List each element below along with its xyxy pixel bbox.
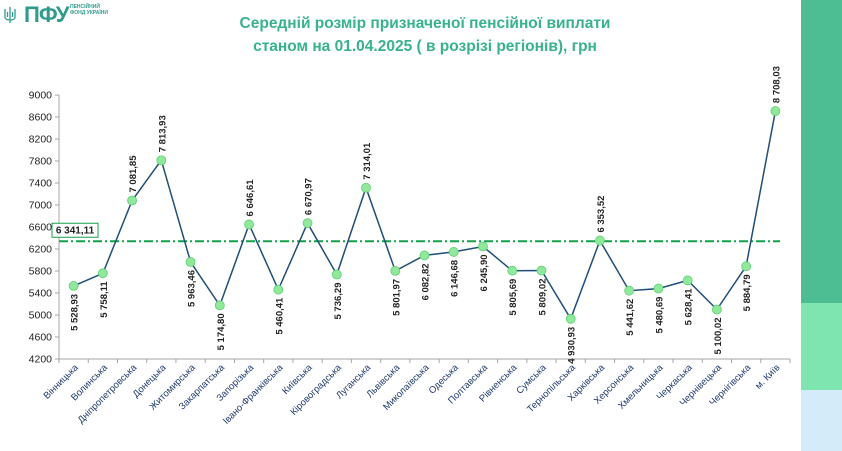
data-label: 6 670,97 [304,178,315,215]
logo-brand: ПФУ [24,2,69,27]
data-point [361,182,371,193]
y-tick-label: 6600 [29,222,53,234]
data-point [244,219,254,230]
data-label: 5 100,02 [713,317,724,354]
y-tick-label: 8600 [29,112,53,124]
data-point [712,304,722,315]
average-line-group: 6 341,11 [51,222,780,243]
data-label: 6 146,68 [450,260,461,297]
y-tick-label: 9000 [29,90,53,102]
trident-icon [4,7,16,23]
side-bar-segment-top [801,0,842,303]
pfu-logo: ПФУ ПЕНСІЙНИЙ ФОНД УКРАЇНИ [4,2,114,28]
x-category-label: м. Київ [753,362,782,391]
data-point [214,300,225,311]
data-point [156,155,167,166]
data-label: 5 174,80 [216,313,227,350]
data-point [419,250,430,261]
y-tick-label: 4600 [29,332,53,344]
data-point [448,247,459,257]
data-point [331,269,342,280]
data-points [68,106,781,324]
data-point [302,218,313,228]
y-tick-label: 5400 [29,288,53,300]
x-axis-labels: ВінницькаВолинськаДніпропетровськаДонець… [42,362,783,427]
data-label: 6 646,61 [245,179,256,217]
line-chart: 4200 4600 5000 5400 5800 6200 6600 7000 7400 7800… [29,66,791,427]
data-label: 5 805,69 [508,279,519,316]
data-point [653,283,664,294]
data-label: 6 353,52 [596,196,607,233]
data-label: 5 884,79 [742,274,753,311]
data-point [273,284,284,295]
data-label: 5 441,62 [625,299,636,336]
data-label: 5 736,29 [333,283,344,320]
title-line-2: станом на 01.04.2025 ( в розрізі регіоні… [253,38,597,55]
side-bar-segment-bottom [801,390,842,451]
data-point [741,261,752,272]
y-tick-label: 4200 [29,354,53,366]
x-category-label: Кіровоградська [288,362,344,418]
data-point [478,241,488,252]
logo-subtitle: ПЕНСІЙНИЙ ФОНД УКРАЇНИ [70,4,108,16]
average-label-box [51,222,99,238]
data-label: 7 314,01 [362,142,373,180]
page-title: Середній розмір призначеної пенсійної ви… [180,12,670,58]
data-label: 4 930,93 [567,327,578,364]
data-label: 5 460,41 [274,297,285,335]
average-label: 6 341,11 [56,226,95,237]
data-labels: 5 528,93 5 758,11 7 081,85 7 813,93 5 963,46… [70,66,783,364]
y-tick-label: 7400 [29,178,53,190]
data-point [624,285,635,296]
data-label: 5 801,97 [391,279,402,316]
data-label: 5 758,11 [99,281,110,318]
data-label: 5 628,41 [684,288,695,326]
data-point [390,265,401,276]
data-label: 6 082,82 [421,263,432,300]
y-tick-label: 6200 [29,244,53,256]
data-point [68,281,79,291]
decorative-side-bar [801,0,842,451]
side-bar-segment-middle [801,303,842,390]
data-label: 5 963,46 [187,270,198,307]
data-point [595,235,605,246]
data-point [127,195,138,206]
y-tick-label: 5000 [29,310,53,322]
y-tick-label: 7800 [29,156,53,168]
data-point [507,265,518,276]
data-point [97,268,108,279]
chart-axes: 4200 4600 5000 5400 5800 6200 6600 7000 7400 7800… [29,90,791,366]
data-label: 7 081,85 [128,155,139,193]
data-label: 5 809,02 [537,279,548,316]
data-label: 7 813,93 [157,115,168,152]
data-point [565,313,576,324]
y-tick-label: 5800 [29,266,53,278]
data-label: 5 480,69 [654,297,665,334]
y-tick-label: 7000 [29,200,53,212]
data-label: 5 528,93 [70,294,81,331]
data-point [185,257,196,267]
title-line-1: Середній розмір призначеної пенсійної ви… [239,15,611,32]
data-label: 8 708,03 [771,66,782,103]
y-tick-label: 8200 [29,134,53,146]
data-point [770,106,781,116]
data-label: 6 245,90 [479,254,490,291]
data-point [536,265,547,276]
data-point [682,275,693,286]
